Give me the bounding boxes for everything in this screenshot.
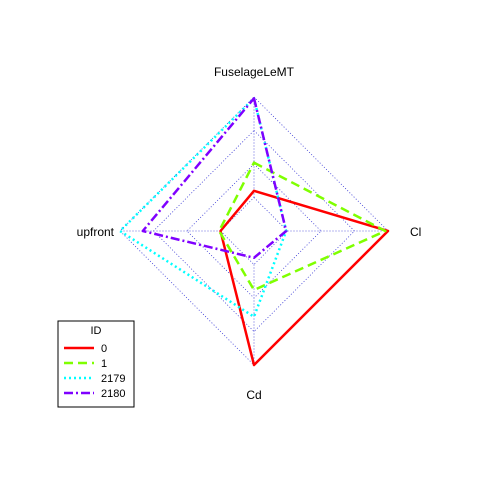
axis-label-fuselagelemt: FuselageLeMT bbox=[214, 65, 295, 79]
axis-label-upfront: upfront bbox=[77, 225, 115, 239]
grid-layer bbox=[119, 96, 389, 366]
legend-item-2180: 2180 bbox=[64, 388, 125, 400]
legend-label-2180: 2180 bbox=[101, 388, 125, 400]
legend: ID 0 1 2179 2180 bbox=[57, 320, 135, 408]
grid-ring-4 bbox=[119, 96, 389, 366]
series-line-2179 bbox=[118, 97, 288, 319]
series-line-1 bbox=[217, 161, 387, 292]
axis-label-cl: Cl bbox=[410, 225, 421, 239]
series-layer bbox=[118, 97, 390, 367]
grid-ring-2 bbox=[186, 163, 322, 299]
legend-item-2179: 2179 bbox=[64, 373, 125, 385]
legend-label-2179: 2179 bbox=[101, 373, 125, 385]
legend-item-0: 0 bbox=[64, 343, 107, 355]
legend-label-0: 0 bbox=[101, 343, 107, 355]
series-line-2180 bbox=[141, 97, 288, 260]
legend-item-1: 1 bbox=[64, 358, 107, 370]
axis-labels: FuselageLeMT Cl Cd upfront bbox=[77, 65, 422, 402]
legend-label-1: 1 bbox=[101, 358, 107, 370]
legend-items: 0 1 2179 2180 bbox=[64, 343, 125, 400]
axis-label-cd: Cd bbox=[246, 388, 261, 402]
series-line-0 bbox=[219, 189, 390, 367]
legend-title: ID bbox=[91, 325, 102, 337]
